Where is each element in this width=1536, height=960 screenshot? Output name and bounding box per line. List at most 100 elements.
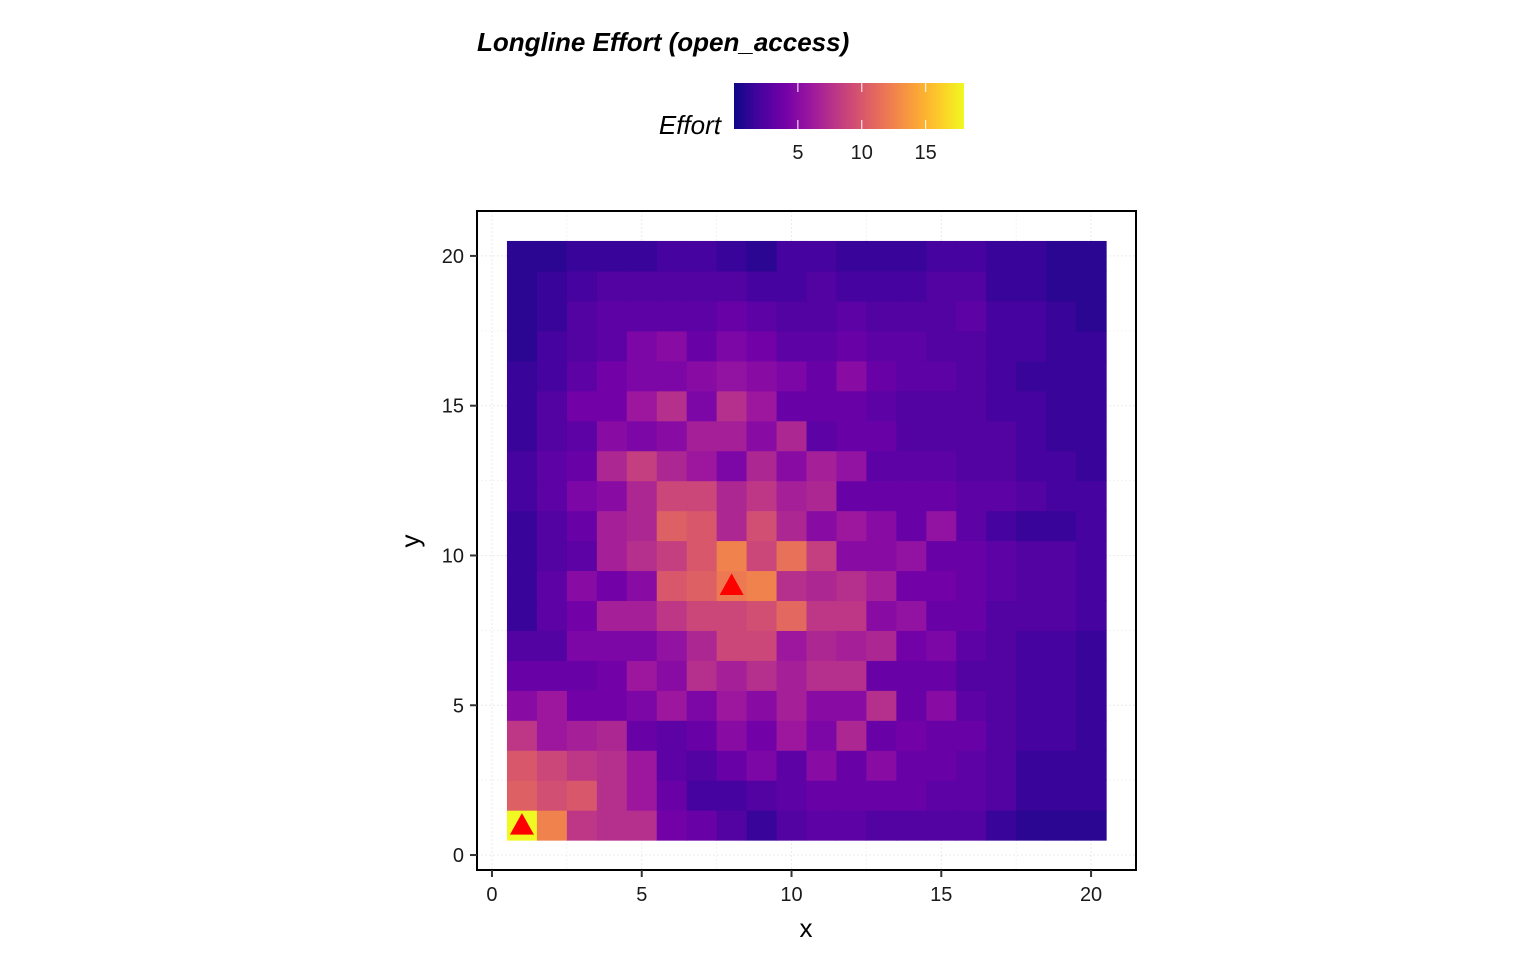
heatmap-tile xyxy=(596,540,628,572)
heatmap-tile xyxy=(626,270,658,302)
heatmap-tile xyxy=(746,630,778,661)
heatmap-tile xyxy=(716,480,748,512)
heatmap-tile xyxy=(566,240,598,272)
heatmap-tile xyxy=(1076,330,1107,362)
heatmap-tile xyxy=(656,810,688,841)
heatmap-tile xyxy=(956,570,987,602)
heatmap-tile xyxy=(926,630,957,661)
heatmap-tile xyxy=(1046,690,1077,721)
heatmap-tile xyxy=(866,390,897,422)
heatmap-tile xyxy=(686,480,718,512)
heatmap-tile xyxy=(1016,750,1047,781)
heatmap-tile xyxy=(986,660,1017,691)
heatmap-tile xyxy=(1076,570,1107,602)
heatmap-tile xyxy=(596,360,628,392)
heatmap-tile xyxy=(896,750,927,781)
heatmap-tile xyxy=(866,300,897,332)
heatmap-tile xyxy=(866,450,897,482)
heatmap-tile xyxy=(776,630,808,661)
heatmap-tile xyxy=(866,330,897,362)
heatmap-tile xyxy=(686,390,718,422)
heatmap-tile xyxy=(926,270,957,302)
heatmap-tile xyxy=(896,630,927,661)
heatmap-tile xyxy=(986,330,1017,362)
heatmap-tile xyxy=(926,510,957,542)
heatmap-tile xyxy=(896,570,927,602)
heatmap-tile xyxy=(686,720,718,751)
triangle-marker xyxy=(509,813,534,835)
heatmap-tile xyxy=(986,720,1017,751)
heatmap-tile xyxy=(896,510,927,542)
heatmap-tile xyxy=(896,390,927,422)
y-tick-label: 10 xyxy=(442,545,464,567)
heatmap-tile xyxy=(656,630,688,661)
heatmap-tile xyxy=(926,450,957,482)
y-tick-label: 5 xyxy=(453,695,464,717)
heatmap-tile xyxy=(806,810,838,841)
heatmap-tile xyxy=(746,360,778,392)
heatmap-tile xyxy=(1046,630,1077,661)
heatmap-tile xyxy=(566,510,598,542)
heatmap-tile xyxy=(776,420,808,452)
heatmap-tile xyxy=(1016,780,1047,811)
heatmap-tile xyxy=(506,270,538,302)
heatmap-tile xyxy=(566,420,598,452)
heatmap-tile xyxy=(506,450,538,482)
heatmap-tile xyxy=(1076,780,1107,811)
heatmap-tile xyxy=(836,420,868,452)
heatmap-tile xyxy=(1076,270,1107,302)
y-tick-label: 0 xyxy=(453,845,464,867)
heatmap-tile xyxy=(656,420,688,452)
heatmap-tile xyxy=(926,540,957,572)
x-tick-label: 20 xyxy=(1080,884,1102,906)
heatmap-tile xyxy=(536,390,568,422)
heatmap-tile xyxy=(1076,360,1107,392)
heatmap-tile xyxy=(686,330,718,362)
heatmap-tile xyxy=(686,570,718,602)
heatmap-tile xyxy=(1016,480,1047,512)
heatmap-tile xyxy=(836,720,868,751)
heatmap-tile xyxy=(986,270,1017,302)
heatmap-tile xyxy=(536,450,568,482)
x-tick-label: 15 xyxy=(930,884,952,906)
heatmap-tile xyxy=(536,600,568,631)
heatmap-tile xyxy=(566,570,598,602)
chart-title: Longline Effort (open_access) xyxy=(477,27,849,57)
heatmap-tile xyxy=(1016,420,1047,452)
colorbar-tick-label: 10 xyxy=(851,142,873,164)
heatmap-tile xyxy=(686,660,718,691)
heatmap-tile xyxy=(596,480,628,512)
heatmap-tile xyxy=(836,810,868,841)
heatmap-tile xyxy=(686,270,718,302)
plot-panel xyxy=(476,210,1137,871)
heatmap-tile xyxy=(986,630,1017,661)
heatmap-tile xyxy=(626,660,658,691)
heatmap-tile xyxy=(1076,480,1107,512)
x-tick-label: 10 xyxy=(780,884,802,906)
heatmap-tile xyxy=(566,600,598,631)
heatmap-tile xyxy=(896,690,927,721)
heatmap-tile xyxy=(1016,660,1047,691)
heatmap-tile xyxy=(836,270,868,302)
heatmap-tile xyxy=(506,720,538,751)
heatmap-tile xyxy=(626,720,658,751)
heatmap-tile xyxy=(1046,450,1077,482)
heatmap-tile xyxy=(746,750,778,781)
heatmap-tile xyxy=(986,750,1017,781)
colorbar-gradient xyxy=(734,83,964,129)
heatmap-tile xyxy=(536,300,568,332)
heatmap-tile xyxy=(1016,540,1047,572)
heatmap-tile xyxy=(1076,810,1107,841)
colorbar-title: Effort xyxy=(659,110,723,140)
x-tick-label: 5 xyxy=(636,884,647,906)
heatmap-tile xyxy=(536,540,568,572)
heatmap-tile xyxy=(716,360,748,392)
colorbar-legend: Effort 5 10 15 xyxy=(659,83,964,164)
heatmap-tile xyxy=(806,510,838,542)
heatmap-tile xyxy=(1076,450,1107,482)
heatmap-tile xyxy=(716,450,748,482)
heatmap-tile xyxy=(806,240,838,272)
heatmap-tile xyxy=(536,510,568,542)
heatmap-tile xyxy=(686,810,718,841)
heatmap-tile xyxy=(866,480,897,512)
